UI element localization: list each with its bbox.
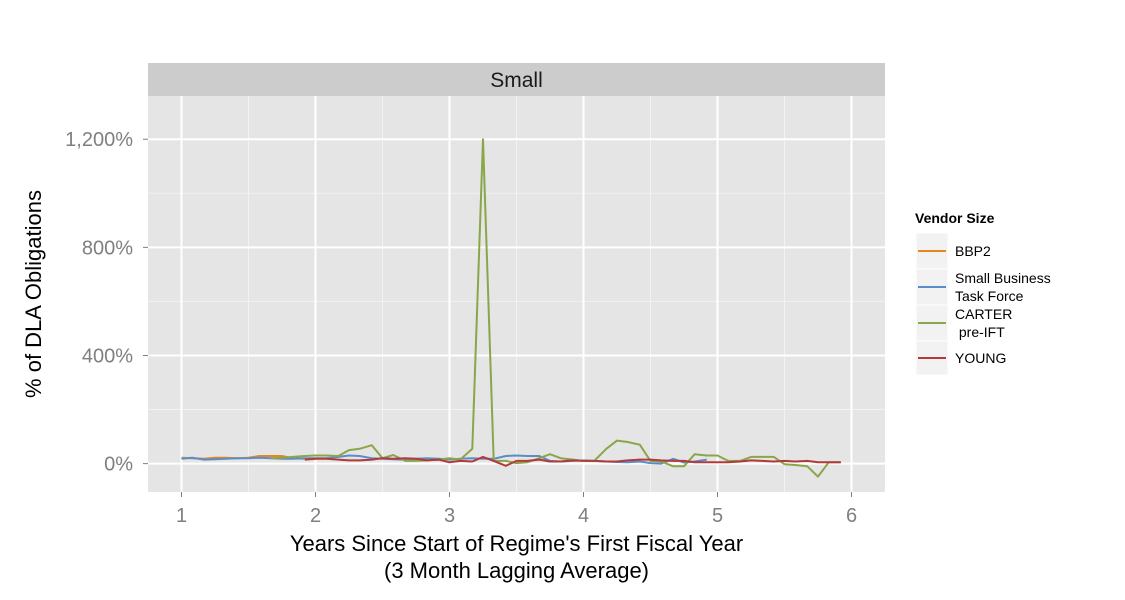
- x-axis-title-line2: (3 Month Lagging Average): [384, 558, 649, 583]
- facet-strip: [148, 63, 885, 96]
- axis-ticks: 1 2 3 4 5 6 0% 400% 800% 1,200%: [65, 129, 857, 527]
- y-tick-label: 0%: [104, 454, 133, 476]
- y-tick-label: 400%: [82, 345, 133, 367]
- legend-label-small-business-task-force: Task Force: [955, 288, 1024, 304]
- x-tick-label: 4: [578, 505, 589, 527]
- series-line-carter-pre-ift: [271, 138, 841, 478]
- y-tick-label: 1,200%: [65, 129, 133, 151]
- series-line-young: [304, 455, 841, 467]
- legend-label-carter-pre-ift: pre-IFT: [955, 324, 1005, 340]
- facet-strip-label: Small: [490, 69, 543, 92]
- x-tick-label: 3: [444, 505, 455, 527]
- x-tick-label: 2: [310, 505, 321, 527]
- series-lines: [181, 138, 841, 478]
- y-axis-title: % of DLA Obligations: [21, 190, 46, 398]
- legend-title: Vendor Size: [915, 210, 995, 226]
- legend-label-young: YOUNG: [955, 350, 1006, 366]
- x-axis-title-line1: Years Since Start of Regime's First Fisc…: [290, 531, 743, 556]
- legend: BBP2 Small Business Task Force CARTER pre-I…: [915, 232, 1051, 376]
- x-tick-label: 1: [176, 505, 187, 527]
- y-tick-label: 800%: [82, 237, 133, 259]
- legend-label-bbp2: BBP2: [955, 243, 991, 259]
- legend-label-small-business-task-force: Small Business: [955, 270, 1051, 286]
- x-tick-label: 5: [712, 505, 723, 527]
- x-tick-label: 6: [846, 505, 857, 527]
- gridlines: [148, 96, 885, 492]
- legend-label-carter-pre-ift: CARTER: [955, 306, 1012, 322]
